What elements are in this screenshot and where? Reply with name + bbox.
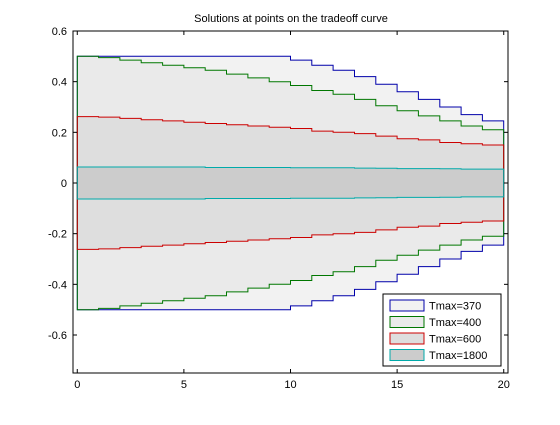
series-line-tmax-600 — [76, 116, 505, 250]
y-tick-label: 0 — [61, 178, 67, 190]
legend-swatch — [389, 349, 425, 361]
series-line-tmax-1800 — [76, 166, 505, 200]
x-tick-label: 15 — [391, 379, 403, 391]
y-tick-label: 0.6 — [52, 26, 67, 38]
tick-layer: 0 5 10 15 20 -0.6 -0.4 -0.2 0 0.2 0.4 0.6 — [48, 26, 510, 391]
series-line-tmax-400 — [76, 55, 505, 311]
x-tick-label: 5 — [181, 379, 187, 391]
legend: Tmax=370 Tmax=400 Tmax=600 Tmax=1800 — [382, 293, 502, 367]
legend-label: Tmax=400 — [429, 317, 481, 329]
fill-layer — [77, 56, 504, 310]
y-tick-label: -0.2 — [48, 229, 67, 241]
y-tick-label: -0.6 — [48, 330, 67, 342]
legend-label: Tmax=600 — [429, 334, 481, 346]
legend-label: Tmax=370 — [429, 301, 481, 313]
x-tick-label: 0 — [74, 379, 80, 391]
band-tmax-1800 — [77, 167, 504, 199]
legend-swatch — [389, 316, 425, 328]
y-tick-label: -0.4 — [48, 279, 67, 291]
x-tick-label: 20 — [498, 379, 510, 391]
x-tick-label: 10 — [284, 379, 296, 391]
legend-swatch — [389, 332, 425, 345]
line-layer — [76, 55, 505, 311]
legend-swatch — [389, 299, 425, 312]
series-line-tmax-370 — [76, 55, 505, 311]
legend-label: Tmax=1800 — [429, 350, 487, 362]
y-tick-label: 0.2 — [52, 127, 67, 139]
y-tick-label: 0.4 — [52, 77, 67, 89]
chart-title: Solutions at points on the tradeoff curv… — [194, 13, 388, 25]
